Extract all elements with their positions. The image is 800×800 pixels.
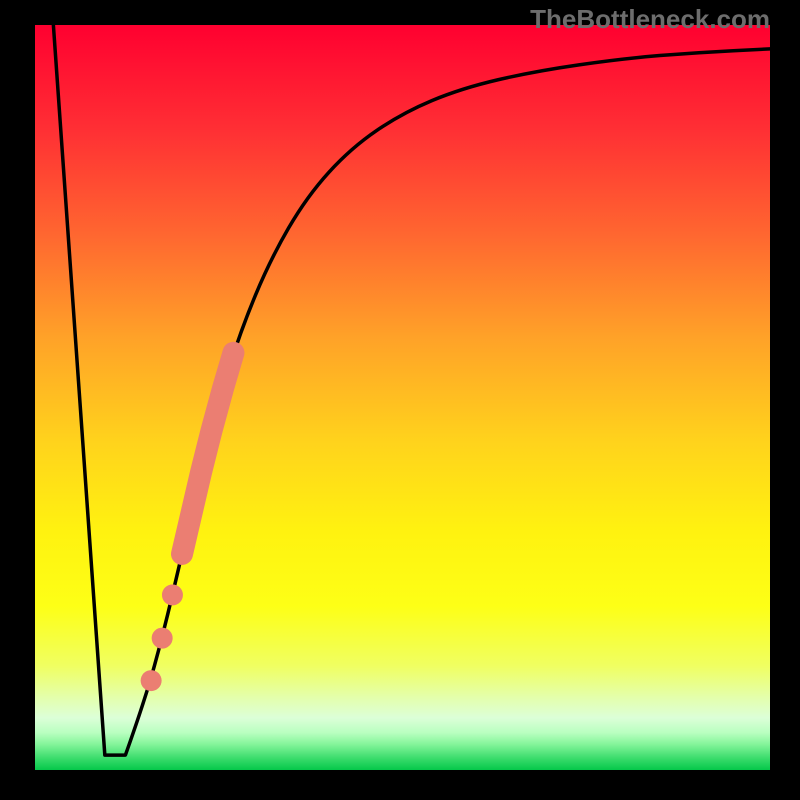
plot-area [35, 25, 770, 770]
plot-svg [35, 25, 770, 770]
gradient-background [35, 25, 770, 770]
watermark-text: TheBottleneck.com [530, 4, 770, 35]
highlight-dot-0 [162, 584, 183, 605]
highlight-dot-1 [152, 628, 173, 649]
highlight-dot-2 [141, 670, 162, 691]
chart-stage: TheBottleneck.com [0, 0, 800, 800]
